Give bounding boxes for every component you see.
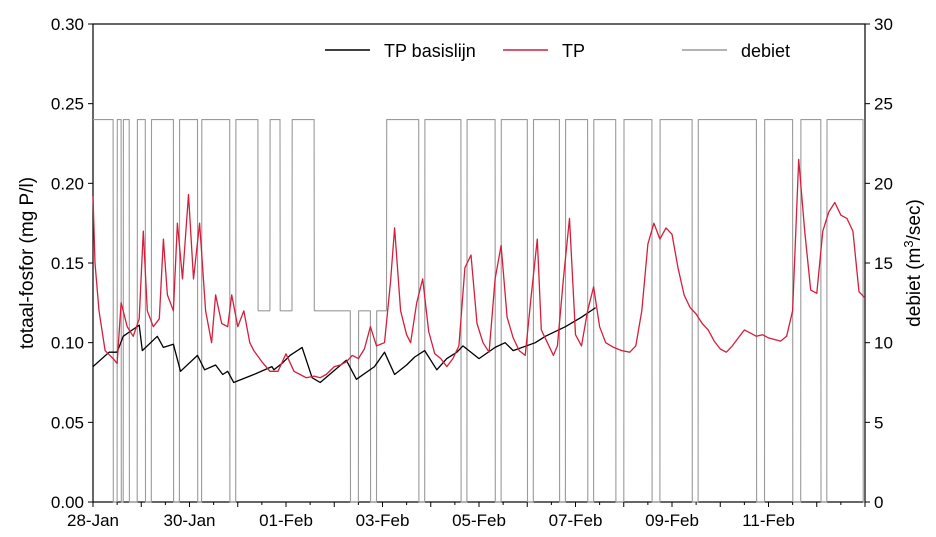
y-right-tick-label: 15 (874, 254, 893, 273)
series-line-debiet (93, 119, 865, 503)
x-tick-label: 07-Feb (549, 511, 603, 530)
y-right-tick-label: 5 (874, 413, 883, 432)
series-layer (92, 119, 866, 503)
x-tick-label: 03-Feb (356, 511, 410, 530)
legend-label-tp: TP (562, 41, 585, 61)
legend: TP basislijn TP debiet (325, 41, 790, 61)
x-tick-label: 30-Jan (164, 511, 216, 530)
y-axis-right-title-suffix: /sec) (904, 199, 925, 240)
y-left-tick-label: 0.30 (51, 15, 84, 34)
x-tick-label: 09-Feb (645, 511, 699, 530)
legend-label-debiet: debiet (741, 41, 790, 61)
y-left-tick-label: 0.15 (51, 254, 84, 273)
x-tick-label: 01-Feb (259, 511, 313, 530)
legend-label-tp-baseline: TP basislijn (384, 41, 476, 61)
y-right-tick-label: 20 (874, 174, 893, 193)
y-right-tick-label: 10 (874, 334, 893, 353)
y-left-tick-label: 0.20 (51, 174, 84, 193)
series-line-tp (92, 158, 866, 379)
y-right-tick-label: 0 (874, 493, 883, 512)
y-axis-left-title: totaal-fosfor (mg P/l) (17, 177, 38, 349)
ticks-layer: 0.00 0.05 0.10 0.15 0.20 0.25 0.30 0 5 10 15 20 25 30… (51, 15, 893, 530)
y-right-tick-label: 25 (874, 95, 893, 114)
y-axis-right-title-prefix: debiet (m (904, 248, 925, 327)
y-axis-right-title: debiet (m3/sec) (901, 199, 926, 327)
plot-frame (92, 23, 866, 503)
y-left-tick-label: 0.00 (51, 493, 84, 512)
y-left-tick-label: 0.25 (51, 95, 84, 114)
x-tick-label: 28-Jan (67, 511, 119, 530)
y-right-tick-label: 30 (874, 15, 893, 34)
x-tick-label: 05-Feb (452, 511, 506, 530)
series-line-tp-basislijn (92, 307, 596, 384)
y-axis-right-title-sup: 3 (901, 240, 916, 247)
y-left-tick-label: 0.10 (51, 334, 84, 353)
x-tick-label: 11-Feb (742, 511, 795, 530)
y-left-tick-label: 0.05 (51, 413, 84, 432)
